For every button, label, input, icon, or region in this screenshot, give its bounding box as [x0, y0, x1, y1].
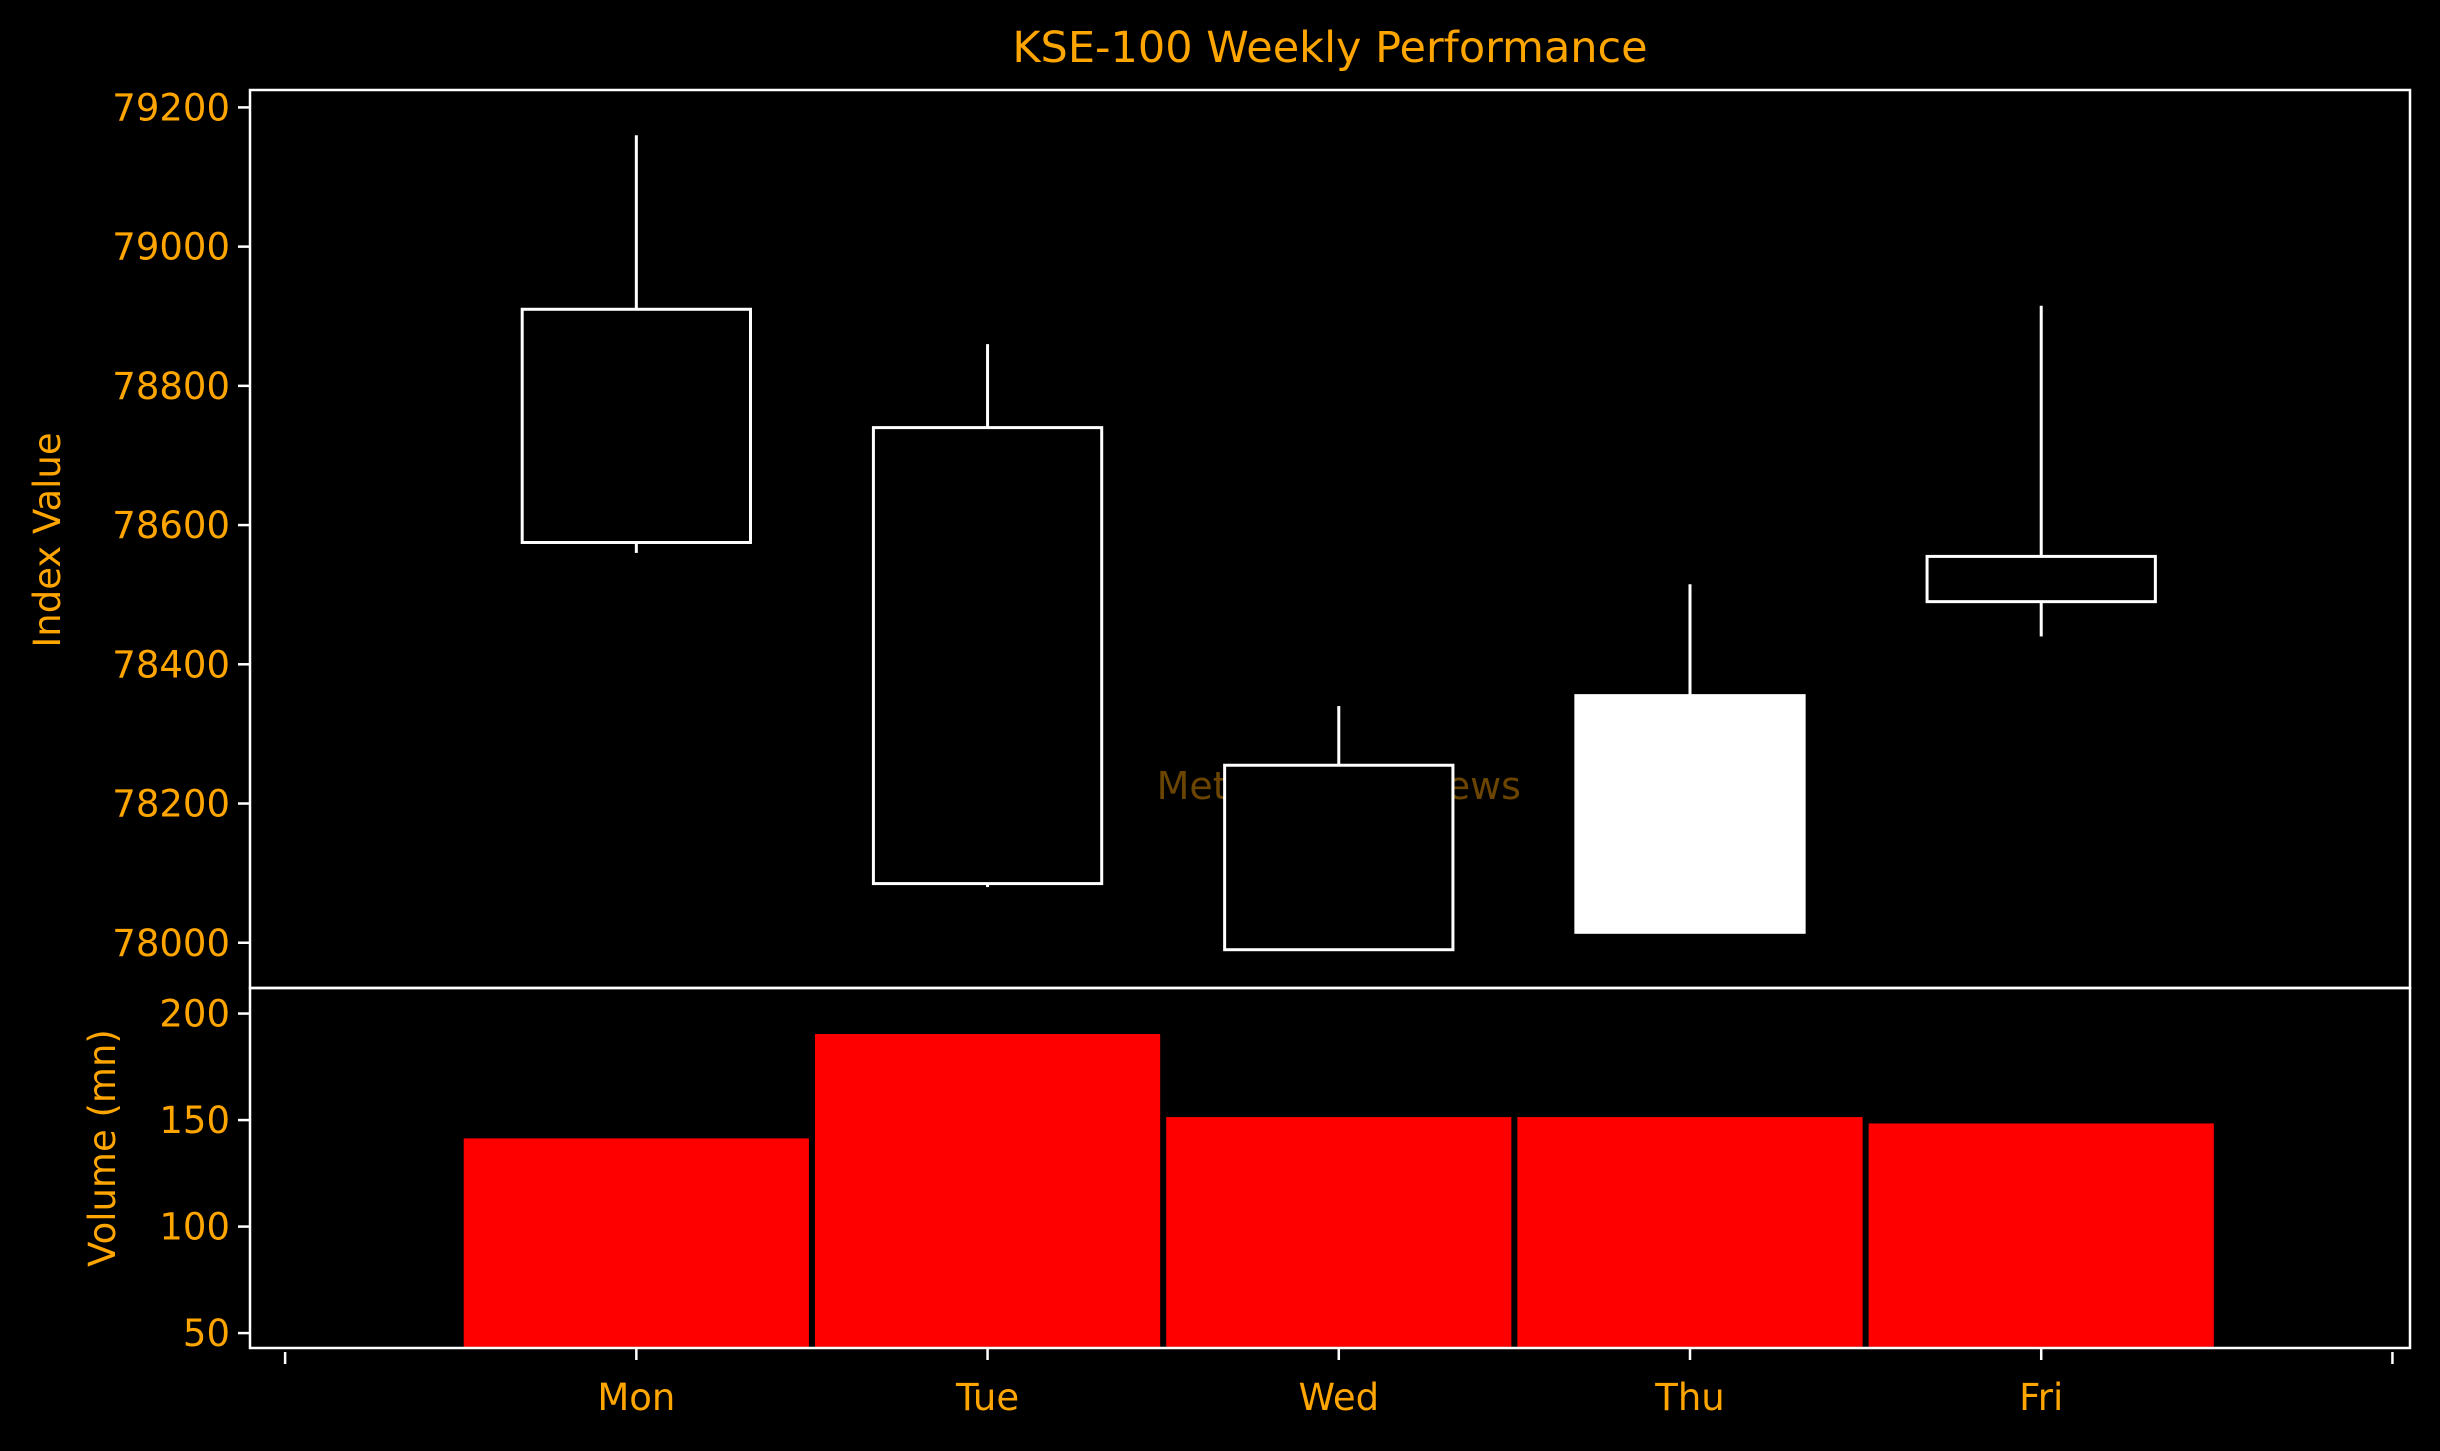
volume-y-tick-label: 150 — [159, 1099, 230, 1142]
x-axis-tick-label: Fri — [2019, 1376, 2063, 1419]
price-y-tick-label: 78000 — [112, 922, 230, 965]
x-axis-tick-label: Wed — [1298, 1376, 1379, 1419]
volume-bar — [1866, 1120, 2217, 1350]
volume-y-tick-label: 200 — [159, 993, 230, 1036]
x-axis-tick-label: Thu — [1654, 1376, 1725, 1419]
volume-bar — [1163, 1114, 1514, 1350]
candle-body — [1925, 554, 2157, 604]
volume-y-tick-label: 100 — [159, 1206, 230, 1249]
price-y-tick-label: 79000 — [112, 226, 230, 269]
volume-y-axis-label: Volume (mn) — [81, 1029, 124, 1267]
candle-body — [1223, 763, 1455, 952]
x-axis-tick-label: Tue — [955, 1376, 1019, 1419]
volume-y-tick-label: 50 — [183, 1312, 230, 1355]
candle-body — [871, 426, 1104, 886]
x-axis-tick-label: Mon — [597, 1376, 675, 1419]
price-y-tick-label: 78400 — [112, 643, 230, 686]
volume-panel: 50 100 150 200 — [159, 986, 2412, 1355]
volume-bar — [1514, 1114, 1866, 1350]
volume-bar — [461, 1135, 812, 1350]
chart-title: KSE-100 Weekly Performance — [1012, 23, 1647, 73]
price-y-tick-label: 79200 — [112, 86, 230, 129]
price-y-tick-label: 78200 — [112, 783, 230, 826]
price-y-tick-label: 78600 — [112, 504, 230, 547]
volume-bar — [812, 1031, 1163, 1350]
candle-body — [1574, 694, 1806, 934]
volume-panel-frame — [248, 986, 2412, 1350]
price-y-tick-label: 78800 — [112, 365, 230, 408]
candle-body — [520, 307, 752, 544]
price-panel: Mettis Global News7800078200784007860078… — [112, 86, 2412, 990]
price-y-axis-label: Index Value — [26, 432, 69, 647]
x-axis: Mon Tue Wed Thu Fri — [283, 1348, 2394, 1419]
